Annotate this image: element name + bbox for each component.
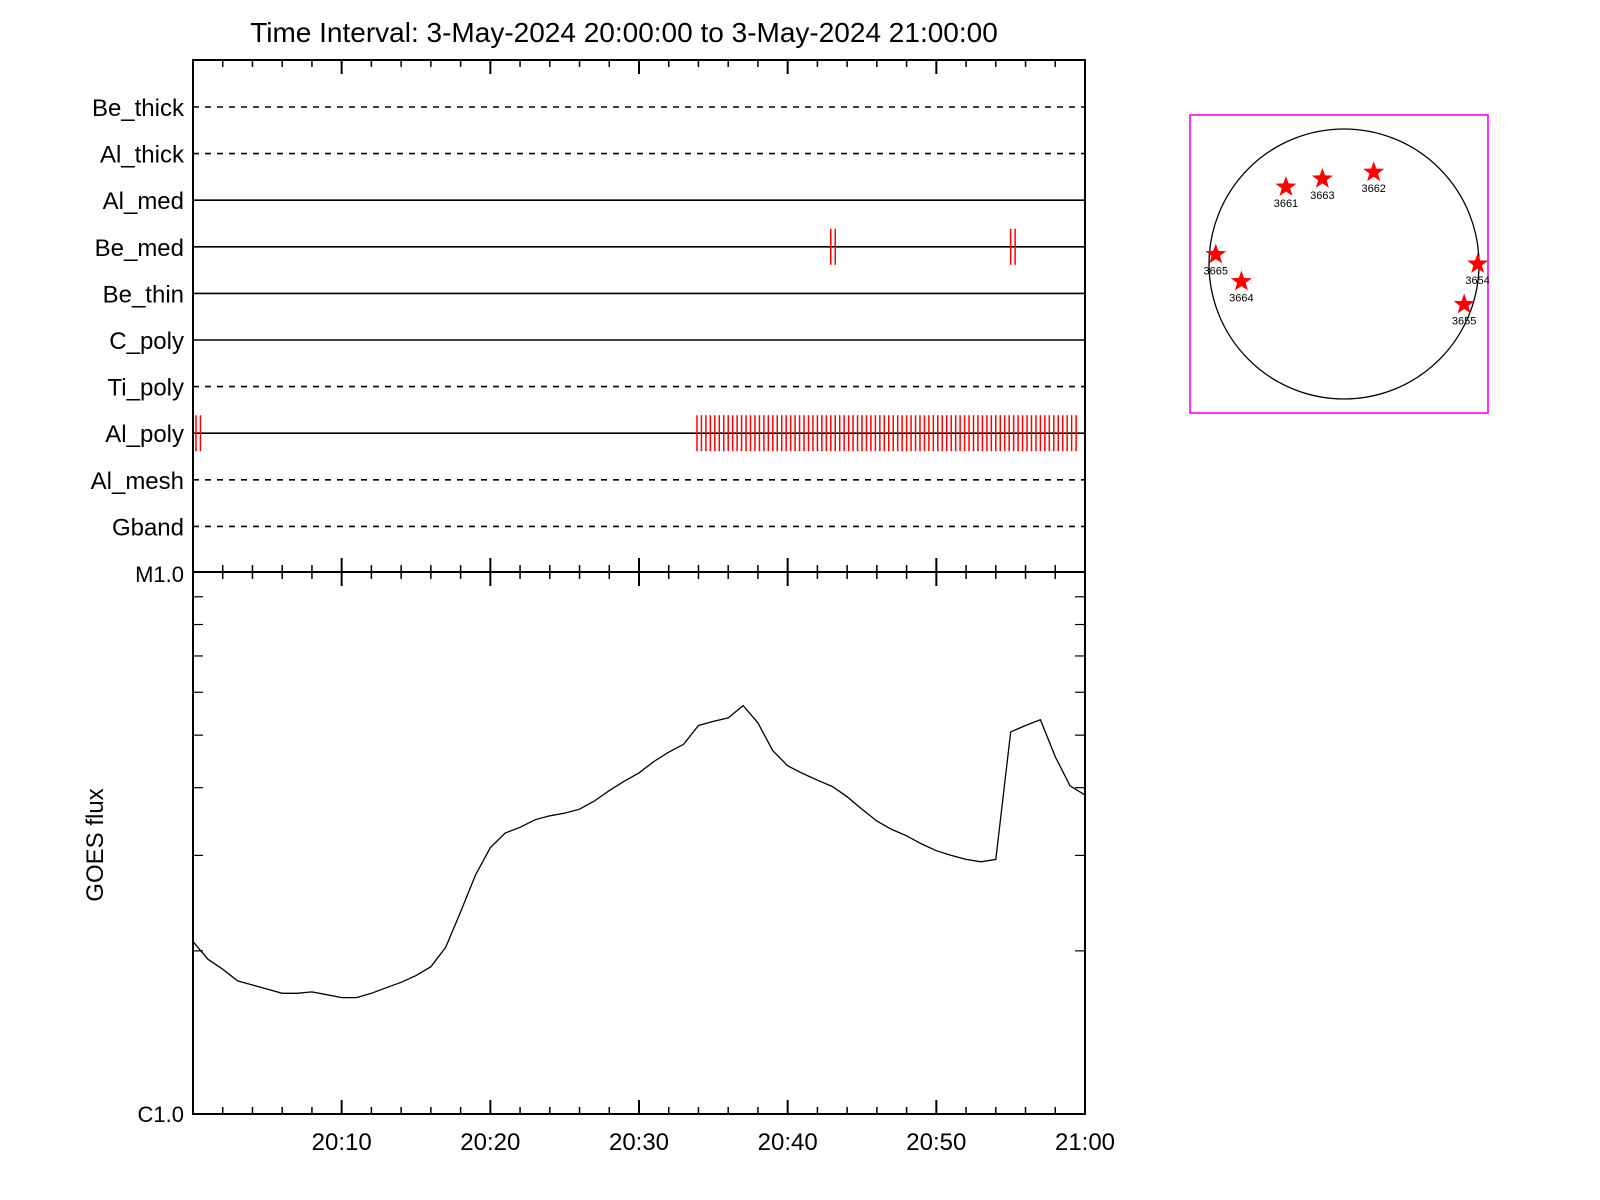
active-region-star-icon: [1453, 293, 1475, 314]
goes-y-tick-label: C1.0: [138, 1102, 184, 1127]
active-region-label: 3654: [1465, 275, 1489, 287]
active-region-star-icon: [1275, 176, 1297, 196]
goes-y-axis-label: GOES flux: [82, 788, 109, 901]
active-region-label: 3665: [1204, 266, 1228, 278]
solar-disk-outline: [1208, 128, 1480, 400]
goes-x-tick-label: 20:50: [906, 1129, 966, 1156]
active-region-star-icon: [1467, 253, 1489, 273]
timeline-frame: [192, 59, 1086, 573]
row-label-al-mesh: Al_mesh: [91, 468, 184, 495]
goes-flux-line: [192, 704, 1086, 999]
row-label-be-thick: Be_thick: [92, 95, 185, 122]
active-region-label: 3655: [1452, 316, 1476, 328]
row-label-c-poly: C_poly: [109, 328, 184, 355]
active-region-label: 3661: [1274, 198, 1298, 210]
active-region-star-icon: [1205, 243, 1227, 264]
active-region-label: 3663: [1310, 190, 1334, 202]
sun-disk-map: 3661 3663 3662 3665 3664 3654 3655: [1189, 114, 1490, 414]
row-label-gband: Gband: [112, 514, 184, 541]
row-label-al-thick: Al_thick: [100, 142, 185, 169]
row-label-be-med: Be_med: [95, 235, 184, 262]
row-label-al-med: Al_med: [103, 188, 184, 215]
goes-frame: [192, 571, 1086, 1115]
goes-x-tick-label: 21:00: [1055, 1129, 1115, 1156]
goes-x-tick-label: 20:10: [312, 1129, 372, 1156]
goes-x-tick-label: 20:20: [460, 1129, 520, 1156]
goes-x-tick-label: 20:30: [609, 1129, 669, 1156]
row-label-al-poly: Al_poly: [105, 421, 184, 448]
row-label-ti-poly: Ti_poly: [108, 375, 184, 402]
row-label-be-thin: Be_thin: [103, 281, 184, 308]
goes-flux-panel: C1.0 M1.0 20:10 20:20 20:30 20:40 20:50 21:00 GO…: [82, 562, 1115, 1156]
goes-y-tick-label: M1.0: [135, 562, 184, 587]
chart-title: Time Interval: 3-May-2024 20:00:00 to 3-…: [250, 17, 998, 48]
sun-map-frame: [1189, 114, 1489, 414]
active-region-label: 3664: [1229, 293, 1253, 305]
active-region-label: 3662: [1361, 183, 1385, 195]
active-region-star-icon: [1230, 270, 1252, 291]
filter-timeline-panel: Be_thick Al_thick Al_med Be_med Be_thin C_pol…: [91, 59, 1086, 573]
active-region-star-icon: [1363, 161, 1385, 182]
active-region-star-icon: [1311, 167, 1333, 188]
goes-x-tick-label: 20:40: [758, 1129, 818, 1156]
